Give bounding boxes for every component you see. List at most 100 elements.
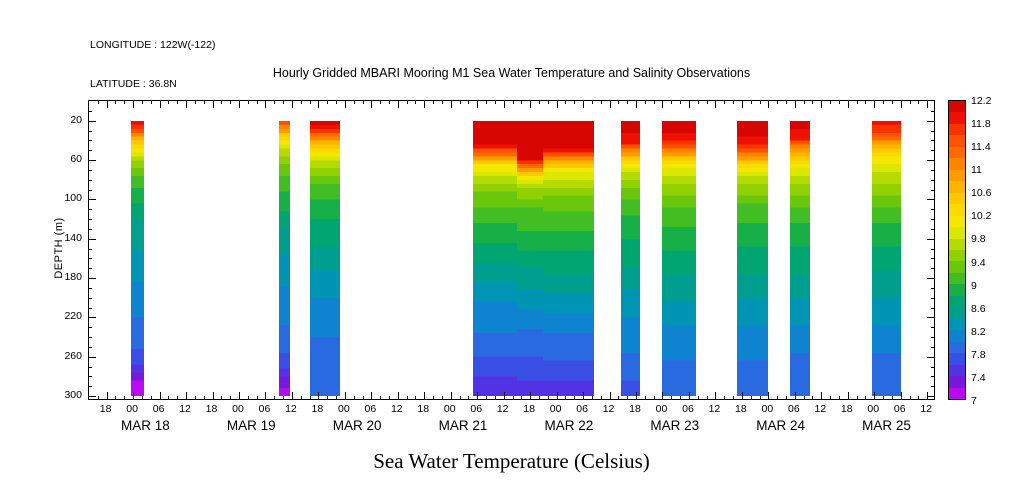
y-minor-tick (931, 297, 934, 299)
y-minor-tick (931, 150, 934, 152)
y-minor-tick (89, 376, 92, 378)
colorbar-segment (949, 250, 965, 263)
x-minor-tick (891, 101, 893, 104)
colorbar-segment (949, 215, 965, 228)
x-tick (662, 101, 664, 108)
x-tick (450, 392, 452, 399)
x-minor-tick (803, 396, 805, 399)
x-minor-tick (671, 101, 673, 104)
colorbar-label: 7 (971, 395, 977, 407)
x-tick-label: 00 (232, 403, 244, 415)
x-minor-tick (521, 396, 523, 399)
x-tick-label: 18 (205, 403, 218, 415)
x-minor-tick (309, 101, 311, 104)
x-tick-label: 00 (549, 403, 562, 415)
x-minor-tick (168, 396, 170, 399)
x-tick-label: 00 (655, 403, 668, 415)
x-minor-tick (300, 396, 302, 399)
y-tick (927, 160, 934, 162)
y-minor-tick (89, 297, 92, 299)
x-minor-tick (247, 396, 249, 399)
x-minor-tick (856, 396, 858, 399)
y-minor-tick (931, 287, 934, 289)
temperature-band (790, 120, 811, 397)
x-minor-tick (512, 101, 514, 104)
x-minor-tick (600, 101, 602, 104)
colorbar-label: 8.2 (971, 325, 986, 338)
x-minor-tick (909, 396, 911, 399)
y-minor-tick (931, 268, 934, 270)
colorbar-label: 10.6 (971, 187, 992, 200)
x-tick (106, 101, 108, 108)
x-tick-label: 06 (576, 403, 588, 415)
x-tick (159, 392, 161, 399)
x-tick-label: 00 (867, 403, 880, 415)
y-tick (927, 120, 934, 122)
x-minor-tick (697, 396, 699, 399)
x-tick (847, 392, 849, 399)
x-tick-label: 06 (470, 403, 483, 415)
x-minor-tick (441, 101, 443, 104)
y-minor-tick (931, 179, 934, 181)
x-axis-title: Sea Water Temperature (Celsius) (373, 449, 650, 473)
colorbar-segment (949, 284, 965, 297)
x-tick (503, 101, 505, 108)
date-label: MAR 22 (544, 418, 594, 433)
colorbar-label: 9.8 (971, 233, 986, 246)
x-tick (344, 392, 346, 399)
x-minor-tick (97, 101, 99, 104)
x-minor-tick (388, 101, 390, 104)
y-minor-tick (931, 248, 934, 250)
x-minor-tick (494, 101, 496, 104)
x-minor-tick (777, 396, 779, 399)
x-minor-tick (618, 101, 620, 104)
x-minor-tick (706, 396, 708, 399)
x-minor-tick (441, 396, 443, 399)
x-tick-label: 12 (179, 403, 191, 415)
x-minor-tick (274, 101, 276, 104)
y-minor-tick (89, 150, 92, 152)
x-tick-label: 00 (443, 403, 456, 415)
x-minor-tick (433, 101, 435, 104)
y-tick-label: 140 (64, 231, 82, 244)
x-minor-tick (777, 101, 779, 104)
y-minor-tick (931, 169, 934, 171)
colorbar-segment (949, 330, 965, 343)
x-tick (503, 392, 505, 399)
x-tick (159, 101, 161, 108)
x-tick (662, 392, 664, 399)
x-minor-tick (194, 396, 196, 399)
x-minor-tick (865, 101, 867, 104)
x-minor-tick (362, 101, 364, 104)
x-tick-label: 12 (285, 403, 297, 415)
x-tick (186, 392, 188, 399)
colorbar-segment (949, 272, 965, 285)
x-minor-tick (124, 101, 126, 104)
y-minor-tick (89, 366, 92, 368)
temperature-band (662, 120, 696, 397)
x-minor-tick (494, 396, 496, 399)
x-minor-tick (706, 101, 708, 104)
y-tick (89, 278, 96, 280)
colorbar-label: 11.8 (971, 118, 991, 131)
x-minor-tick (671, 396, 673, 399)
y-minor-tick (89, 179, 92, 181)
x-tick (133, 101, 135, 108)
x-tick (583, 392, 585, 399)
x-minor-tick (838, 101, 840, 104)
x-minor-tick (591, 101, 593, 104)
plot-area (88, 100, 935, 400)
x-minor-tick (150, 396, 152, 399)
x-minor-tick (724, 396, 726, 399)
colorbar-segment (949, 387, 965, 399)
colorbar-label: 7.8 (971, 348, 986, 361)
colorbar-label: 11 (971, 164, 982, 177)
y-minor-tick (89, 140, 92, 142)
x-minor-tick (468, 396, 470, 399)
x-tick-label: 06 (152, 403, 165, 415)
x-minor-tick (168, 101, 170, 104)
y-minor-tick (931, 366, 934, 368)
x-minor-tick (177, 396, 179, 399)
y-minor-tick (931, 209, 934, 211)
x-minor-tick (591, 396, 593, 399)
